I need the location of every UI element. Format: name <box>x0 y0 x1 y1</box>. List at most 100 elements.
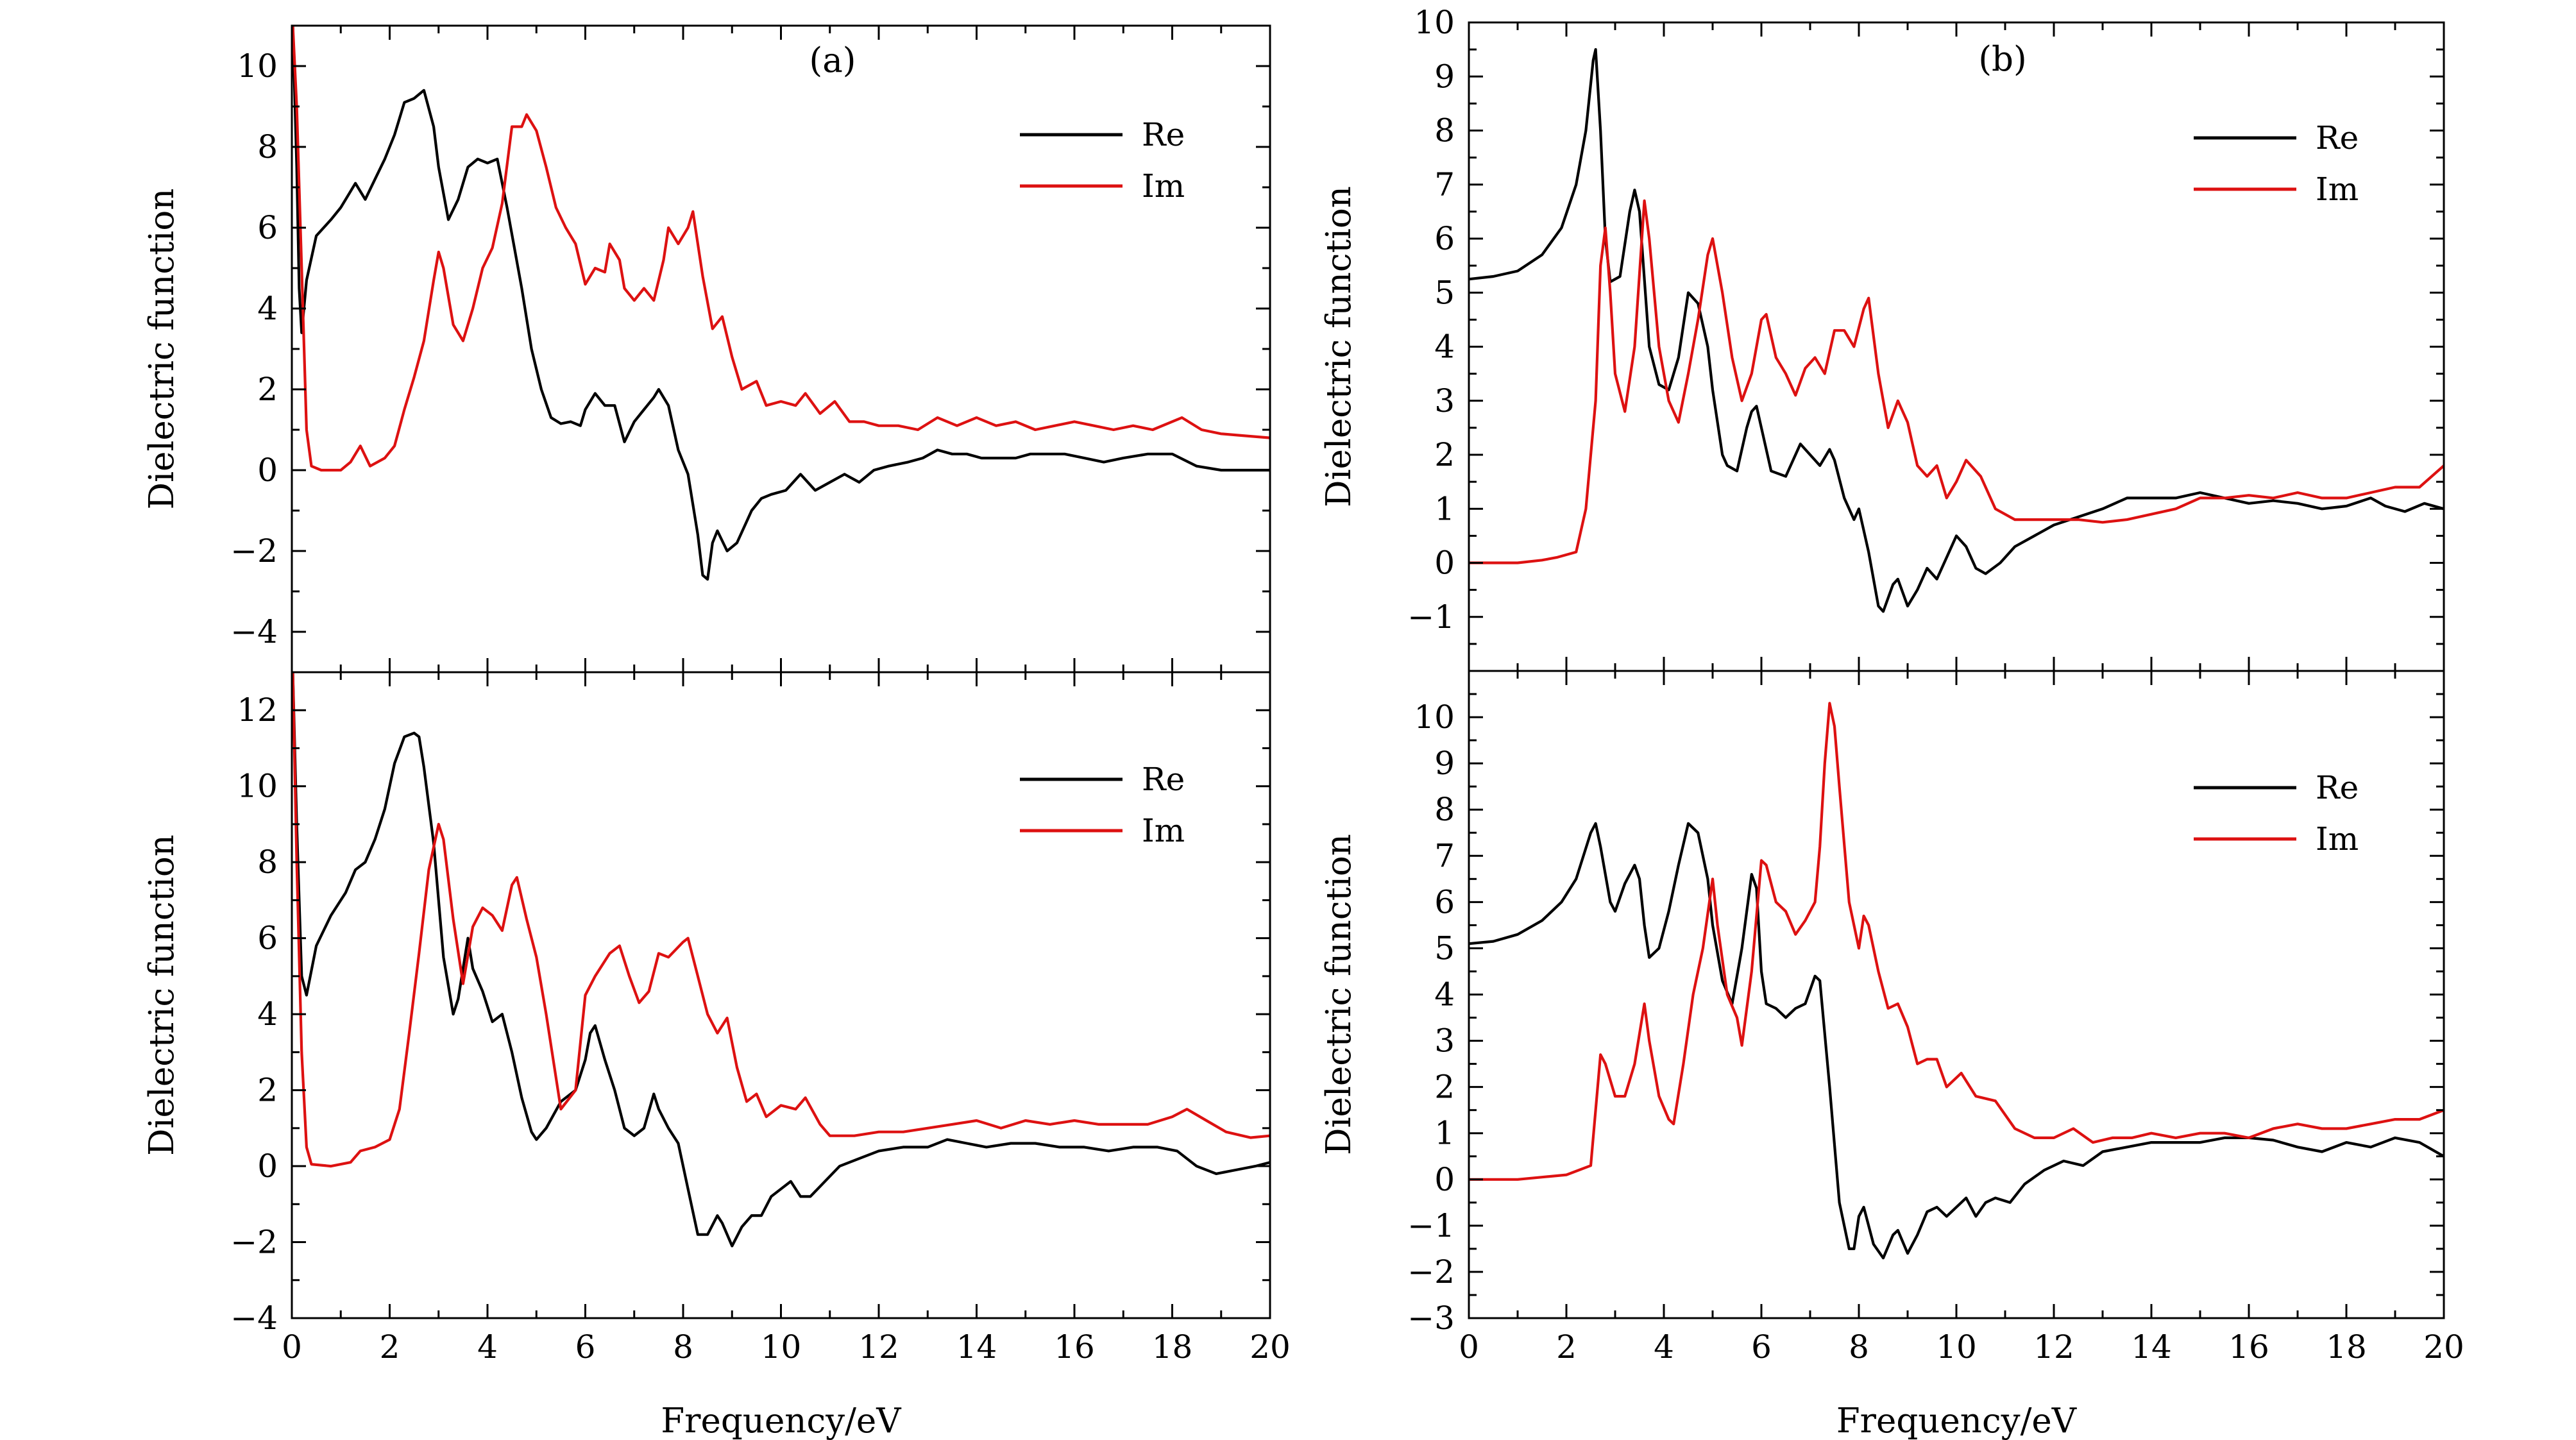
series-line-im <box>292 26 1270 472</box>
y-tick-label: 1 <box>1434 490 1455 527</box>
y-tick-label: 8 <box>257 843 278 881</box>
x-tick-label: 16 <box>2228 1328 2269 1366</box>
y-tick-label: 2 <box>1434 1069 1455 1106</box>
y-tick-label: 3 <box>1434 1022 1455 1060</box>
y-tick-label: 10 <box>237 47 278 85</box>
y-axis-label: Dielectric function <box>142 834 182 1156</box>
series-line-im <box>292 672 1270 1168</box>
panel-4: 0 2 4 6 8 10 12 14 16 18 20Frequency/eV−3−2−101234… <box>1319 670 2464 1440</box>
legend-label-re: Re <box>1142 761 1185 798</box>
y-tick-label: −3 <box>1407 1300 1455 1337</box>
x-tick-label: 20 <box>1250 1328 1291 1366</box>
panel-tag: (b) <box>1978 40 2026 79</box>
x-tick-label: 18 <box>2326 1328 2367 1366</box>
x-tick-label: 6 <box>1751 1328 1772 1366</box>
y-axis-label: Dielectric function <box>142 189 182 510</box>
y-tick-label: −1 <box>1407 1207 1455 1244</box>
x-tick-label: 16 <box>1054 1328 1095 1366</box>
legend-label-im: Im <box>1142 167 1185 205</box>
x-tick-label: 0 <box>1459 1328 1479 1366</box>
y-tick-label: 7 <box>1434 837 1455 874</box>
x-tick-label: 0 <box>282 1328 302 1366</box>
y-tick-label: 0 <box>1434 545 1455 582</box>
legend-label-re: Re <box>2316 769 2359 806</box>
y-tick-label: 8 <box>257 128 278 165</box>
legend-label-re: Re <box>2316 119 2359 157</box>
x-tick-label: 8 <box>673 1328 693 1366</box>
y-tick-label: −2 <box>1407 1253 1455 1291</box>
y-tick-label: 6 <box>257 209 278 246</box>
y-tick-label: −4 <box>230 1300 278 1337</box>
x-tick-label: 20 <box>2423 1328 2464 1366</box>
y-tick-label: 4 <box>1434 328 1455 366</box>
x-tick-label: 4 <box>477 1328 498 1366</box>
y-tick-label: 4 <box>1434 976 1455 1013</box>
x-tick-label: 14 <box>2131 1328 2172 1366</box>
y-tick-label: 4 <box>257 290 278 327</box>
y-axis-label: Dielectric function <box>1319 834 1359 1155</box>
x-axis-label: Frequency/eV <box>1836 1402 2078 1440</box>
legend-label-im: Im <box>2316 171 2359 208</box>
y-tick-label: 0 <box>257 1148 278 1185</box>
legend: Re Im <box>1020 116 1185 205</box>
y-tick-label: 6 <box>1434 220 1455 257</box>
plot-frame <box>291 24 1271 673</box>
plot-frame <box>1468 21 2445 672</box>
legend-label-re: Re <box>1142 116 1185 153</box>
x-tick-label: 12 <box>2033 1328 2074 1366</box>
y-tick-label: 5 <box>1434 929 1455 967</box>
x-tick-label: 18 <box>1152 1328 1193 1366</box>
y-tick-label: 10 <box>1414 4 1455 41</box>
series-line-re <box>292 26 1270 581</box>
y-tick-label: 7 <box>1434 166 1455 203</box>
y-tick-label: 12 <box>237 691 278 729</box>
y-tick-label: 9 <box>1434 745 1455 782</box>
x-tick-label: 10 <box>1936 1328 1977 1366</box>
y-tick-label: 5 <box>1434 274 1455 311</box>
x-tick-label: 2 <box>380 1328 400 1366</box>
x-axis-label: Frequency/eV <box>661 1402 902 1440</box>
y-tick-label: −2 <box>230 1224 278 1261</box>
y-tick-label: −1 <box>1407 598 1455 636</box>
x-tick-label: 2 <box>1556 1328 1577 1366</box>
y-tick-label: 0 <box>1434 1161 1455 1198</box>
y-tick-label: 0 <box>257 452 278 489</box>
series-line-re <box>292 672 1270 1248</box>
y-tick-label: 9 <box>1434 58 1455 95</box>
series-line-im <box>1469 702 2444 1181</box>
y-tick-label: 2 <box>1434 436 1455 473</box>
series-line-im <box>1469 199 2444 564</box>
y-tick-label: −2 <box>230 532 278 570</box>
legend: Re Im <box>1020 761 1185 849</box>
y-tick-label: 8 <box>1434 112 1455 149</box>
y-tick-label: 3 <box>1434 382 1455 419</box>
plot-frame <box>1468 670 2445 1319</box>
y-tick-label: 10 <box>1414 699 1455 736</box>
panel-tag: (a) <box>809 41 856 80</box>
plot-frame <box>291 671 1271 1319</box>
x-tick-label: 14 <box>956 1328 997 1366</box>
series-line-re <box>1469 48 2444 613</box>
x-tick-label: 12 <box>858 1328 899 1366</box>
panel-3: −1 0 1 2 3 4 5 6 7 8 9 10 Dielectric function (b) Re Im <box>1319 4 2445 672</box>
y-tick-label: 2 <box>257 1072 278 1109</box>
panel-2: 0 2 4 6 8 10 12 14 16 18 20 Frequency/eV −4 −2 0 2 4 6 8 10… <box>142 671 1291 1440</box>
x-tick-label: 10 <box>761 1328 802 1366</box>
y-tick-label: 6 <box>1434 883 1455 920</box>
y-tick-label: 8 <box>1434 791 1455 828</box>
y-tick-label: 4 <box>257 995 278 1033</box>
x-tick-label: 4 <box>1654 1328 1674 1366</box>
y-tick-label: 6 <box>257 920 278 957</box>
legend: Re Im <box>2194 769 2359 858</box>
y-tick-label: 1 <box>1434 1115 1455 1152</box>
legend-label-im: Im <box>2316 820 2359 858</box>
legend-label-im: Im <box>1142 812 1185 849</box>
panel-1: −4 −2 0 2 4 6 8 10 Dielectric function (a) Re Im <box>142 24 1271 673</box>
series-line-re <box>1469 822 2444 1260</box>
y-tick-label: 10 <box>237 768 278 805</box>
y-tick-label: 2 <box>257 371 278 408</box>
y-tick-label: −4 <box>230 613 278 650</box>
x-tick-label: 8 <box>1849 1328 1869 1366</box>
x-tick-label: 6 <box>575 1328 596 1366</box>
